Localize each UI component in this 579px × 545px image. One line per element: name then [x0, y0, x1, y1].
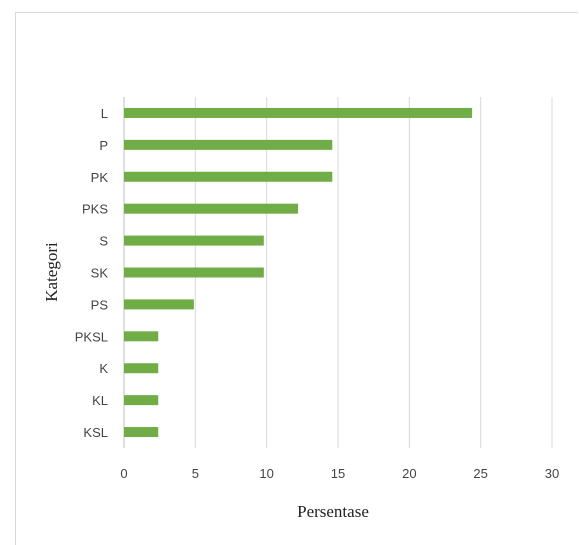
y-tick-label: KSL	[83, 425, 108, 440]
y-tick-label: P	[99, 138, 108, 153]
bar-ps	[124, 299, 194, 310]
y-tick-labels: L P PK PKS S SK PS PKSL K KL KSL	[75, 106, 109, 440]
y-tick-label: L	[101, 106, 108, 121]
y-tick-label: PKS	[82, 202, 108, 217]
y-tick-label: PS	[91, 297, 109, 312]
y-tick-label: PKSL	[75, 329, 108, 344]
bar-ksl	[124, 427, 159, 438]
bar-pks	[124, 203, 299, 214]
x-tick-label: 10	[259, 466, 273, 481]
y-tick-label: PK	[91, 170, 109, 185]
bar-k	[124, 363, 159, 374]
bar-s	[124, 235, 264, 246]
y-tick-label: S	[99, 234, 108, 249]
y-tick-label: K	[99, 361, 108, 376]
x-tick-label: 30	[545, 466, 559, 481]
x-tick-label: 20	[402, 466, 416, 481]
bar-p	[124, 139, 333, 150]
bar-pksl	[124, 331, 159, 342]
x-tick-label: 25	[473, 466, 487, 481]
bar-sk	[124, 267, 264, 278]
y-tick-label: SK	[91, 266, 109, 281]
bar-l	[124, 107, 473, 118]
x-tick-label: 5	[192, 466, 199, 481]
bar-pk	[124, 171, 333, 182]
x-tick-label: 15	[331, 466, 345, 481]
bars	[124, 107, 473, 438]
x-tick-label: 0	[120, 466, 127, 481]
chart-area	[15, 12, 578, 545]
y-axis-title: Kategori	[42, 242, 61, 302]
y-tick-label: KL	[92, 393, 108, 408]
x-axis-title: Persentase	[297, 502, 369, 521]
x-tick-labels: 0 5 10 15 20 25 30	[120, 466, 559, 481]
bar-kl	[124, 395, 159, 406]
